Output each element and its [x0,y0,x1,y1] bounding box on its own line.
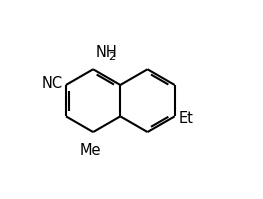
Text: NC: NC [41,76,63,91]
Text: Et: Et [178,111,193,126]
Text: Me: Me [80,142,102,158]
Text: NH: NH [95,45,117,60]
Text: 2: 2 [108,52,115,62]
